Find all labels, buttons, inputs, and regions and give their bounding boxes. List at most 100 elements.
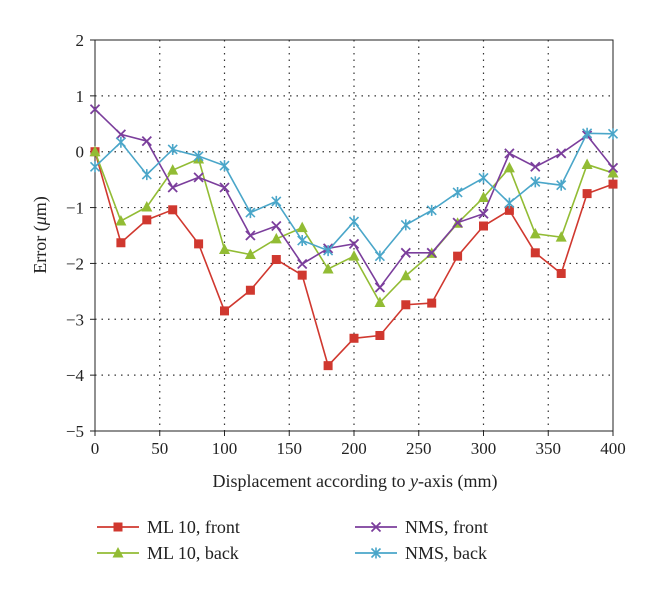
data-point-triangle xyxy=(244,248,256,259)
data-point-asterisk xyxy=(271,195,282,207)
y-axis-title-italic: μ xyxy=(30,216,50,226)
data-point-asterisk xyxy=(426,204,437,216)
series-layer xyxy=(89,104,619,371)
x-tick-label: 400 xyxy=(600,439,626,458)
x-tick-label: 350 xyxy=(536,439,562,458)
data-point-square xyxy=(271,255,281,265)
data-point-triangle xyxy=(115,214,127,226)
data-point-x xyxy=(297,258,308,270)
data-point-x xyxy=(530,161,541,172)
data-point-asterisk xyxy=(219,160,230,172)
y-tick-label: −2 xyxy=(66,254,84,273)
data-point-triangle xyxy=(141,201,153,212)
data-point-x xyxy=(193,172,204,183)
data-point-triangle xyxy=(555,231,567,242)
data-point-square xyxy=(530,248,540,258)
data-point-x xyxy=(370,521,382,533)
y-tick-label: 1 xyxy=(76,87,85,106)
data-point-square xyxy=(608,179,618,189)
data-point-square xyxy=(582,189,592,199)
y-tick-label: −5 xyxy=(66,422,84,441)
data-point-asterisk xyxy=(504,197,515,209)
data-point-asterisk xyxy=(115,136,126,148)
data-point-x xyxy=(452,217,463,228)
x-tick-label: 100 xyxy=(212,439,238,458)
legend-item: NMS, front xyxy=(355,517,488,537)
data-point-square xyxy=(375,330,385,340)
data-point-triangle xyxy=(529,227,541,239)
data-point-x xyxy=(556,148,567,159)
data-point-asterisk xyxy=(167,143,178,155)
data-point-square xyxy=(113,522,123,532)
axis-ticks: 0 50 100 150 200 250 300 350 400 2 1 0 −1 −2 −3 −4 −5 xyxy=(66,31,626,458)
data-point-x xyxy=(374,282,386,293)
data-point-asterisk xyxy=(348,216,360,228)
data-point-square xyxy=(220,306,229,316)
y-axis-title-suffix: m) xyxy=(30,196,51,216)
data-point-square xyxy=(349,333,359,343)
data-point-x xyxy=(426,247,437,258)
data-point-x xyxy=(167,182,178,193)
x-tick-label: 0 xyxy=(91,439,100,458)
data-point-triangle xyxy=(89,145,101,157)
data-point-asterisk xyxy=(478,172,489,184)
series-4 xyxy=(89,127,619,262)
data-point-x xyxy=(478,208,489,219)
data-point-square xyxy=(427,298,437,308)
x-tick-label: 150 xyxy=(277,439,303,458)
data-point-triangle xyxy=(581,158,593,170)
data-point-square xyxy=(297,270,307,280)
data-point-asterisk xyxy=(141,169,152,181)
x-tick-label: 50 xyxy=(151,439,168,458)
data-point-asterisk xyxy=(370,547,382,559)
y-tick-label: −4 xyxy=(66,366,85,385)
series-3 xyxy=(89,104,619,293)
data-point-asterisk xyxy=(607,128,619,140)
x-axis-title-prefix: Displacement according to xyxy=(213,471,410,491)
data-point-asterisk xyxy=(400,219,411,231)
x-tick-label: 200 xyxy=(341,439,367,458)
data-point-x xyxy=(245,230,256,241)
legend-label: ML 10, front xyxy=(147,517,240,537)
data-point-triangle xyxy=(607,166,619,178)
data-point-square xyxy=(453,251,463,261)
data-point-square xyxy=(245,285,255,295)
y-axis-title: Error (μm) xyxy=(30,196,51,274)
data-point-square xyxy=(504,205,514,215)
legend-item: ML 10, back xyxy=(97,543,239,563)
data-point-square xyxy=(479,221,488,231)
legend-item: ML 10, front xyxy=(97,517,240,537)
data-point-asterisk xyxy=(452,186,463,198)
data-point-x xyxy=(89,104,101,115)
data-point-triangle xyxy=(503,161,515,173)
data-point-asterisk xyxy=(374,250,385,262)
data-point-square xyxy=(401,300,411,310)
data-point-x xyxy=(504,148,515,159)
data-point-x xyxy=(271,220,282,232)
series-2 xyxy=(89,145,619,308)
data-point-triangle xyxy=(296,221,308,233)
data-point-triangle xyxy=(322,263,334,274)
data-point-square xyxy=(323,361,333,371)
y-tick-label: 2 xyxy=(76,31,85,50)
data-point-x xyxy=(400,247,411,258)
data-point-asterisk xyxy=(530,176,541,188)
y-tick-label: −1 xyxy=(66,199,84,218)
x-axis-title-suffix: -axis (mm) xyxy=(418,471,497,492)
gridlines xyxy=(95,40,613,431)
data-point-asterisk xyxy=(193,150,204,162)
data-point-triangle xyxy=(400,269,412,281)
data-point-square xyxy=(194,239,204,249)
data-point-x xyxy=(115,129,127,140)
legend-label: NMS, front xyxy=(405,517,488,537)
y-tick-label: 0 xyxy=(76,143,85,162)
data-point-asterisk xyxy=(245,207,256,219)
y-tick-label: −3 xyxy=(66,310,84,329)
data-point-x xyxy=(607,162,619,174)
data-point-triangle xyxy=(348,250,360,261)
data-point-asterisk xyxy=(582,127,593,139)
data-point-x xyxy=(141,135,152,147)
data-point-x xyxy=(348,238,360,250)
